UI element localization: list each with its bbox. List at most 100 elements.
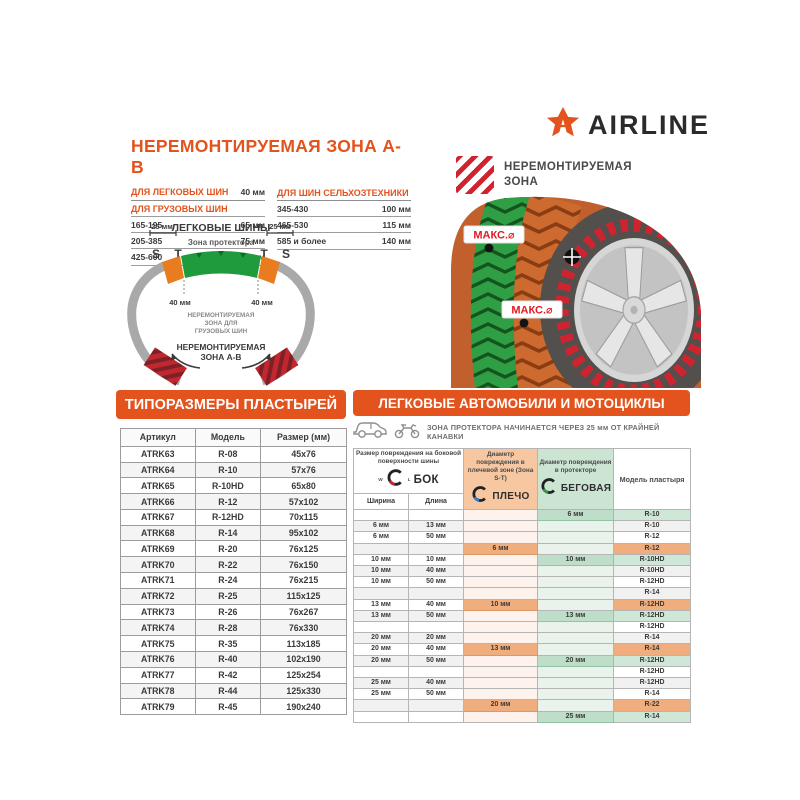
cell <box>463 688 539 701</box>
right-bead-zone <box>255 347 299 386</box>
cell <box>537 643 615 656</box>
cell: 50 мм <box>407 654 465 667</box>
cell <box>537 632 615 645</box>
cell: R-28 <box>194 619 262 637</box>
cell: R-12 <box>613 542 692 555</box>
cell: 115x125 <box>260 587 347 605</box>
table-row: 13 мм 40 мм 10 мм R-12HD <box>353 598 692 611</box>
cell: 10 мм <box>353 565 409 578</box>
cell: 20 мм <box>463 699 539 712</box>
table-row: 465-530 115 мм <box>277 217 411 234</box>
cell: 6 мм <box>537 508 615 522</box>
zone-note-line1: НЕРЕМОНТИРУЕМАЯ <box>177 342 266 352</box>
table-row: 20 мм 50 мм 20 мм R-12HD <box>353 654 692 667</box>
tread-zone-icon <box>540 477 558 500</box>
cell: 125x330 <box>260 682 347 700</box>
cell: 50 мм <box>407 531 465 544</box>
repair-table-body: 6 мм R-10 6 мм 13 мм R-10 6 мм 50 мм R-12 6 мм R-… <box>353 508 692 723</box>
cell <box>463 677 539 690</box>
cell: 10 мм <box>463 598 539 611</box>
cell <box>407 508 465 522</box>
table-row: ATRK79 R-45 190x240 <box>120 698 347 716</box>
cell: 10 мм <box>353 553 409 567</box>
section-title: НЕРЕМОНТИРУЕМАЯ ЗОНА A-B <box>131 136 402 177</box>
table-row: 6 мм 13 мм R-10 <box>353 520 692 533</box>
col-article: Артикул <box>120 428 196 447</box>
table-row: 6 мм R-10 <box>353 508 692 522</box>
cell: R-14 <box>613 710 692 723</box>
cell: R-10 <box>194 461 262 479</box>
cell <box>463 665 539 679</box>
cell: 50 мм <box>407 576 465 589</box>
cell: 10 мм <box>407 553 465 567</box>
tire-illustration: МАКС.⌀ МАКС.⌀ <box>420 186 702 393</box>
cell: R-24 <box>194 572 262 589</box>
cell: 76x330 <box>260 619 347 637</box>
cell: ATRK70 <box>120 556 196 574</box>
cell: ATRK76 <box>120 650 196 668</box>
cell: ATRK77 <box>120 666 196 684</box>
alloy-wheel <box>574 238 694 382</box>
table-row: 20 мм 40 мм 13 мм R-14 <box>353 643 692 656</box>
cell <box>463 576 539 589</box>
right-width-label: 40 мм <box>251 298 273 307</box>
note-text: ЗОНА ПРОТЕКТОРА НАЧИНАЕТСЯ ЧЕРЕЗ 25 мм О… <box>427 423 660 441</box>
col-side-damage: Размер повреждения на боковой поверхност… <box>352 448 465 494</box>
damage-dot-1 <box>484 243 494 253</box>
cell: 25 мм <box>353 677 409 690</box>
cell <box>353 587 409 600</box>
cell <box>407 665 465 679</box>
table-row: ATRK70 R-22 76x150 <box>120 556 347 574</box>
cell: 13 мм <box>463 643 539 656</box>
cell: R-12HD <box>613 609 692 623</box>
cell: R-22 <box>194 556 262 574</box>
cell <box>353 621 409 634</box>
cell <box>463 553 539 567</box>
patch-table-body: ATRK63 R-08 45x76 ATRK64 R-10 57x76 ATRK65 R-10… <box>120 445 347 716</box>
cell: ATRK79 <box>120 698 196 716</box>
cell: ATRK75 <box>120 635 196 652</box>
cell: 10 мм <box>537 553 615 567</box>
cell: 95x102 <box>260 524 347 542</box>
striped-zone-icon <box>456 156 494 194</box>
cell: R-12HD <box>613 665 692 679</box>
cell <box>463 710 539 723</box>
side-zone-icon <box>386 468 405 492</box>
table-row: 25 мм 40 мм R-12HD <box>353 677 692 690</box>
col-tread-damage: Диаметр повреждения в протекторе БЕГОВАЯ <box>537 448 615 510</box>
cell <box>353 665 409 679</box>
col-width: Ширина <box>353 493 409 510</box>
cell: 57x76 <box>260 461 347 479</box>
table-row: 10 мм 50 мм R-12HD <box>353 576 692 589</box>
table-row: ATRK72 R-25 115x125 <box>120 587 347 605</box>
cell: R-12HD <box>613 654 692 667</box>
cell <box>463 654 539 667</box>
cell <box>537 598 615 611</box>
cell: ATRK66 <box>120 493 196 510</box>
tread-zone-note: ЗОНА ПРОТЕКТОРА НАЧИНАЕТСЯ ЧЕРЕЗ 25 мм О… <box>353 420 690 444</box>
cell: R-12HD <box>613 598 692 611</box>
damage-dot-2 <box>519 318 529 328</box>
max-diameter-label-2: МАКС.⌀ <box>511 305 553 317</box>
letter-t-left: T <box>174 247 182 261</box>
cell: 40 мм <box>407 565 465 578</box>
cell: R-12HD <box>613 677 692 690</box>
diagram-title: ЛЕГКОВЫЕ ШИНЫ <box>172 222 271 234</box>
cell <box>537 677 615 690</box>
cell: 13 мм <box>353 598 409 611</box>
cell: ATRK73 <box>120 603 196 621</box>
passenger-moto-banner: ЛЕГКОВЫЕ АВТОМОБИЛИ И МОТОЦИКЛЫ <box>353 390 690 416</box>
cell: R-12HD <box>613 621 692 634</box>
letter-s-right: S <box>282 247 290 261</box>
crosshair-marker <box>563 248 581 266</box>
cell: R-20 <box>194 540 262 558</box>
cell: 40 мм <box>407 677 465 690</box>
cell <box>463 565 539 578</box>
cell <box>537 576 615 589</box>
table-row: 13 мм 50 мм 13 мм R-12HD <box>353 609 692 623</box>
table-row: ATRK76 R-40 102x190 <box>120 650 347 668</box>
cell <box>463 632 539 645</box>
repair-subheader: Ширина Длина <box>353 493 691 510</box>
cell: R-14 <box>613 688 692 701</box>
cell: ATRK64 <box>120 461 196 479</box>
